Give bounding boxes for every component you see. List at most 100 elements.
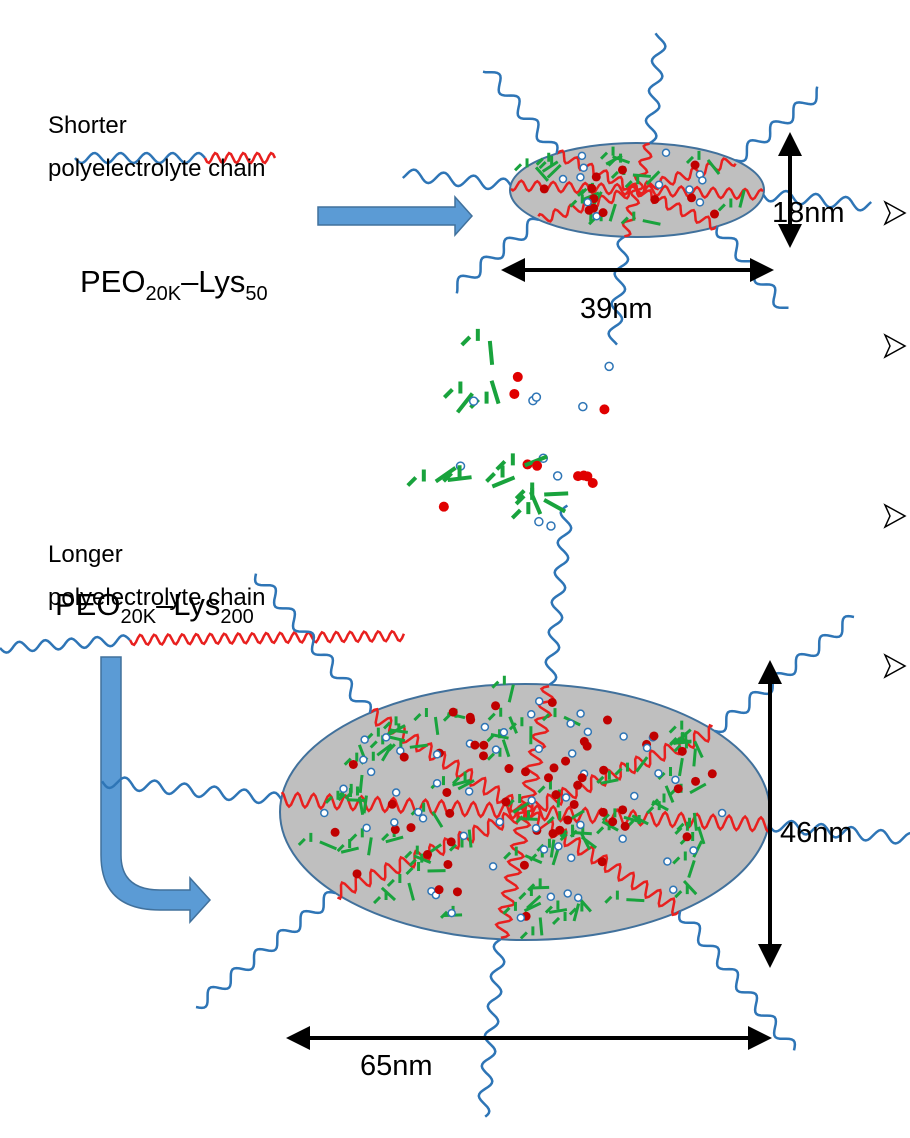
blue-ion	[391, 819, 398, 826]
red-ion	[678, 747, 687, 756]
blue-ion	[631, 793, 638, 800]
red-ion	[520, 861, 529, 870]
blue-ion	[577, 174, 584, 181]
red-ion	[598, 857, 607, 866]
red-ion	[445, 809, 454, 818]
red-ion	[504, 764, 513, 773]
blue-ion	[672, 776, 679, 783]
blue-ion	[584, 728, 591, 735]
red-ion	[599, 208, 608, 217]
red-ion	[521, 767, 530, 776]
red-ion	[423, 850, 432, 859]
blue-ion	[569, 750, 576, 757]
red-ion	[442, 788, 451, 797]
surfactant	[462, 329, 492, 365]
blue-ion	[656, 181, 663, 188]
red-ion	[599, 766, 608, 775]
red-ion	[674, 784, 683, 793]
red-ion	[570, 800, 579, 809]
blue-ion	[577, 710, 584, 717]
blue-ion	[690, 847, 697, 854]
blue-ion	[383, 734, 390, 741]
blue-ion	[577, 821, 584, 828]
red-ion	[573, 781, 582, 790]
blue-ion	[568, 854, 575, 861]
bent-arrow	[101, 657, 210, 922]
blue-ion	[567, 720, 574, 727]
red-ion	[466, 713, 475, 722]
blue-ion	[541, 846, 548, 853]
blue-ion	[363, 824, 370, 831]
blue-ion	[470, 397, 478, 405]
chain	[196, 892, 335, 1008]
red-ion	[599, 404, 609, 414]
red-ion	[649, 731, 658, 740]
red-ion	[513, 372, 523, 382]
dimension-label: 39nm	[580, 293, 653, 325]
formula-sub: 200	[220, 606, 253, 628]
red-ion	[691, 777, 700, 786]
dimension-label: 46nm	[780, 817, 853, 849]
surfactant	[487, 465, 515, 486]
blue-ion	[644, 744, 651, 751]
blue-ion	[340, 785, 347, 792]
label: Longer	[48, 541, 123, 568]
red-ion	[406, 823, 415, 832]
red-ion	[561, 757, 570, 766]
red-ion	[603, 716, 612, 725]
blue-ion	[663, 149, 670, 156]
formula-sub: 20K	[145, 283, 181, 305]
chain	[130, 631, 404, 645]
blue-ion	[360, 756, 367, 763]
red-ion	[470, 741, 479, 750]
blue-ion	[420, 815, 427, 822]
formula-part: PEO	[80, 264, 145, 299]
blue-ion	[321, 810, 328, 817]
red-ion	[491, 701, 500, 710]
blue-ion	[535, 518, 543, 526]
red-ion	[621, 822, 630, 831]
red-ion	[509, 389, 519, 399]
red-ion	[592, 172, 601, 181]
red-ion	[618, 165, 627, 174]
red-ion	[400, 753, 409, 762]
red-ion	[580, 737, 589, 746]
chain	[646, 33, 666, 143]
red-ion	[548, 698, 557, 707]
chain	[679, 911, 795, 1050]
blue-ion	[415, 809, 422, 816]
red-ion	[563, 816, 572, 825]
chain	[403, 170, 511, 189]
blue-ion	[466, 788, 473, 795]
bullet	[885, 505, 905, 527]
blue-ion	[434, 751, 441, 758]
chains	[0, 33, 910, 1116]
blue-ion	[563, 794, 570, 801]
red-ion	[578, 773, 587, 782]
red-ion	[439, 502, 449, 512]
formula-sub: 50	[245, 283, 267, 305]
blue-ion	[619, 835, 626, 842]
blue-ion	[517, 914, 524, 921]
red-ion	[443, 860, 452, 869]
block-arrow	[318, 197, 472, 235]
red-ion	[588, 478, 598, 488]
blue-ion	[481, 724, 488, 731]
red-ion	[599, 808, 608, 817]
surfactant	[444, 381, 472, 412]
red-ion	[449, 708, 458, 717]
blue-ion	[584, 199, 591, 206]
blue-ion	[393, 789, 400, 796]
red-ion	[501, 797, 510, 806]
chain	[546, 506, 572, 685]
dimension-label: 18nm	[772, 197, 845, 229]
chain	[715, 616, 854, 732]
bullets	[885, 202, 905, 677]
blue-ion	[368, 768, 375, 775]
dimension-label: 65nm	[360, 1050, 433, 1082]
blue-ion	[670, 886, 677, 893]
chain	[0, 635, 130, 652]
red-ion	[551, 790, 560, 799]
chain	[735, 87, 817, 162]
red-ion	[479, 741, 488, 750]
